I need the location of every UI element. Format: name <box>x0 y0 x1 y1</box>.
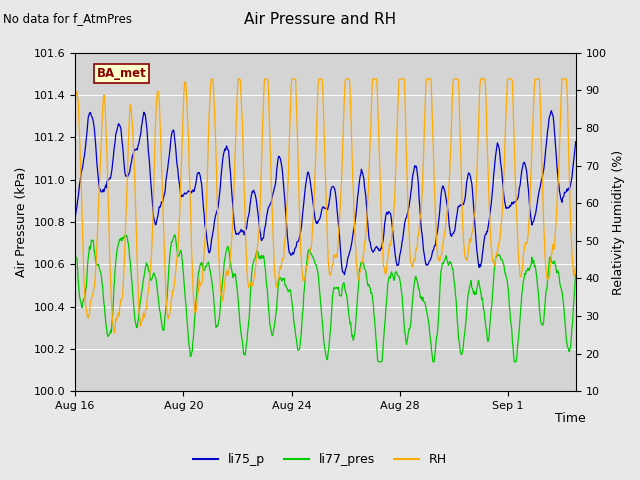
Text: BA_met: BA_met <box>97 67 147 81</box>
Legend: li75_p, li77_pres, RH: li75_p, li77_pres, RH <box>188 448 452 471</box>
Y-axis label: Air Pressure (kPa): Air Pressure (kPa) <box>15 167 28 277</box>
Text: Air Pressure and RH: Air Pressure and RH <box>244 12 396 27</box>
Text: No data for f_AtmPres: No data for f_AtmPres <box>3 12 132 25</box>
Y-axis label: Relativity Humidity (%): Relativity Humidity (%) <box>612 149 625 295</box>
X-axis label: Time: Time <box>555 412 586 425</box>
